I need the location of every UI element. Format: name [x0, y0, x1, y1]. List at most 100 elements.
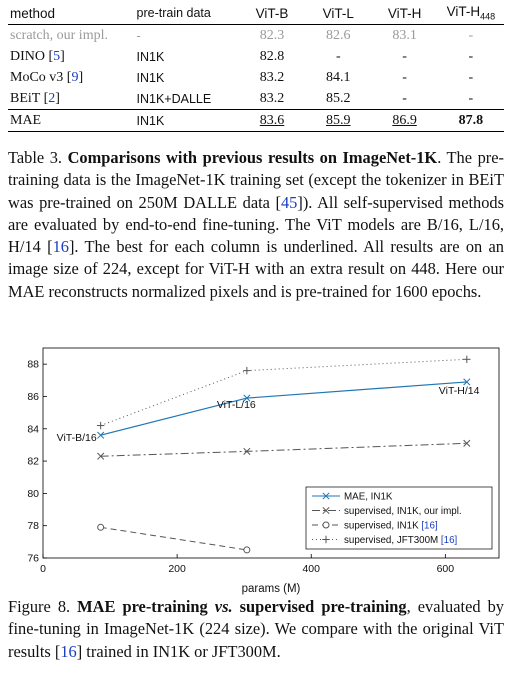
- method-name: MoCo v3: [10, 69, 64, 85]
- table-row: scratch, our impl. - 82.3 82.6 83.1 -: [8, 25, 504, 47]
- header-pretrain-data: pre-train data: [134, 2, 239, 25]
- cell-vit-b: 83.2: [259, 69, 285, 85]
- header-method: method: [8, 2, 135, 25]
- y-tick-label: 80: [27, 488, 39, 500]
- series-line: [100, 442, 467, 457]
- legend-label: MAE, IN1K: [344, 492, 393, 503]
- data-point: [463, 439, 471, 447]
- citation-link[interactable]: 16: [52, 237, 69, 257]
- cell-vit-l: 82.6: [326, 27, 351, 43]
- header-vit-h448-base: ViT-H: [446, 4, 481, 20]
- caption-label: Figure 8.: [8, 597, 71, 616]
- caption-label: Table 3.: [8, 148, 63, 167]
- cell-vit-h: -: [402, 69, 407, 85]
- legend-marker: [322, 492, 330, 500]
- citation-link[interactable]: 45: [280, 192, 298, 212]
- caption-title-b: supervised pre-training: [239, 597, 407, 616]
- cell-vit-h448: -: [468, 69, 474, 85]
- best-value: 86.9: [392, 112, 417, 128]
- series-line: [100, 526, 247, 551]
- cell-method: DINO [5]: [10, 48, 65, 64]
- legend-citation[interactable]: [16]: [421, 521, 438, 532]
- cell-vit-h448: -: [468, 27, 474, 43]
- data-point: [243, 447, 251, 455]
- citation-link[interactable]: 16: [60, 641, 77, 661]
- caption-text: , evaluated by fine-tuning in ImageNet-1…: [8, 597, 504, 661]
- cell-data: IN1K: [134, 109, 239, 132]
- cell-vit-l: 85.9: [305, 109, 372, 132]
- method-name: BEiT: [10, 90, 41, 106]
- series-line: [100, 358, 467, 427]
- data-point: [463, 378, 471, 386]
- data-point: [243, 394, 251, 402]
- cell-method: BEiT [2]: [10, 90, 60, 106]
- caption-text: . The pre-training data is the ImageNet-…: [8, 148, 504, 212]
- best-value: 87.8: [458, 112, 484, 128]
- legend-label: supervised, IN1K, our impl.: [344, 506, 462, 517]
- table-caption: Table 3. Comparisons with previous resul…: [8, 147, 504, 303]
- header-vit-b: ViT-B: [238, 2, 306, 25]
- data-point: [97, 523, 105, 531]
- figure-caption: Figure 8. MAE pre-training vs. supervise…: [8, 596, 504, 663]
- y-tick-label: 78: [27, 520, 39, 532]
- cell-vit-b: 83.2: [259, 90, 285, 106]
- data-point: [97, 431, 105, 439]
- y-tick-label: 76: [27, 553, 39, 565]
- legend-label: supervised, JFT300M [16]: [344, 535, 458, 546]
- cell-vit-l: 85.2: [326, 90, 351, 106]
- header-vit-l: ViT-L: [305, 2, 372, 25]
- caption-title-vs: vs.: [214, 597, 233, 616]
- caption-text: ]. The best for each column is underline…: [8, 237, 505, 301]
- best-value: 83.6: [259, 112, 285, 128]
- table-row: DINO [5] IN1K 82.8 - - -: [8, 46, 504, 67]
- plot-frame: [42, 347, 500, 559]
- caption-text: ] trained in IN1K or JFT300M.: [76, 641, 281, 661]
- legend-label: supervised, IN1K [16]: [344, 521, 438, 532]
- x-tick-label: 400: [302, 563, 320, 575]
- table-row: BEiT [2] IN1K+DALLE 83.2 85.2 - -: [8, 88, 504, 110]
- cell-vit-h: -: [402, 48, 407, 64]
- cell-vit-l: -: [335, 48, 341, 64]
- y-tick-label: 88: [27, 359, 39, 371]
- y-tick-label: 84: [27, 423, 39, 435]
- cell-vit-h448: -: [468, 48, 474, 64]
- cell-data: -: [136, 28, 141, 43]
- cell-method: MoCo v3 [9]: [10, 69, 84, 85]
- best-value: 85.9: [326, 112, 351, 128]
- caption-title: MAE pre-training vs. supervised pre-trai…: [77, 597, 406, 616]
- point-annotation: ViT-L/16: [217, 399, 256, 411]
- caption-title: Comparisons with previous results on Ima…: [67, 148, 438, 167]
- series-line: [100, 381, 467, 436]
- x-tick-label: 0: [40, 563, 46, 575]
- header-vit-h448: ViT-H448: [437, 2, 504, 25]
- cell-vit-h: 86.9: [371, 109, 438, 132]
- method-name: DINO: [10, 48, 45, 64]
- table-row: MoCo v3 [9] IN1K 83.2 84.1 - -: [8, 67, 504, 88]
- point-annotation: ViT-H/14: [439, 385, 480, 397]
- table-row-mae: MAE IN1K 83.6 85.9 86.9 87.8: [8, 109, 504, 132]
- citation-link[interactable]: 9: [71, 69, 79, 85]
- cell-data: IN1K+DALLE: [136, 91, 212, 106]
- cell-method: MAE: [8, 109, 135, 132]
- figure-8-chart: 0 200 400 600 76 78 80 82 84 86 88 params (M) ViT-B/…: [27, 347, 500, 595]
- y-tick-label: 82: [27, 456, 39, 468]
- cell-vit-h: -: [402, 90, 407, 106]
- header-vit-h: ViT-H: [371, 2, 438, 25]
- x-axis-label: params (M): [242, 583, 301, 595]
- header-vit-h448-sub: 448: [480, 11, 496, 22]
- cell-vit-h448: 87.8: [437, 109, 504, 132]
- caption-text: ]). All self-supervised methods are eval…: [8, 192, 504, 257]
- legend-citation[interactable]: [16]: [441, 535, 458, 546]
- cell-data: IN1K: [136, 70, 165, 85]
- x-tick-label: 200: [168, 563, 186, 575]
- cell-method: scratch, our impl.: [10, 27, 108, 43]
- x-tick-label: 600: [437, 563, 455, 575]
- table-header-row: method pre-train data ViT-B ViT-L ViT-H …: [8, 2, 504, 25]
- cell-vit-b: 82.3: [259, 27, 285, 43]
- cell-vit-h: 83.1: [392, 27, 417, 43]
- cell-vit-b: 82.8: [259, 48, 285, 64]
- cell-vit-b: 83.6: [238, 109, 306, 132]
- citation-link[interactable]: 2: [48, 90, 56, 106]
- citation-link[interactable]: 5: [53, 48, 61, 64]
- legend-marker: [322, 506, 330, 515]
